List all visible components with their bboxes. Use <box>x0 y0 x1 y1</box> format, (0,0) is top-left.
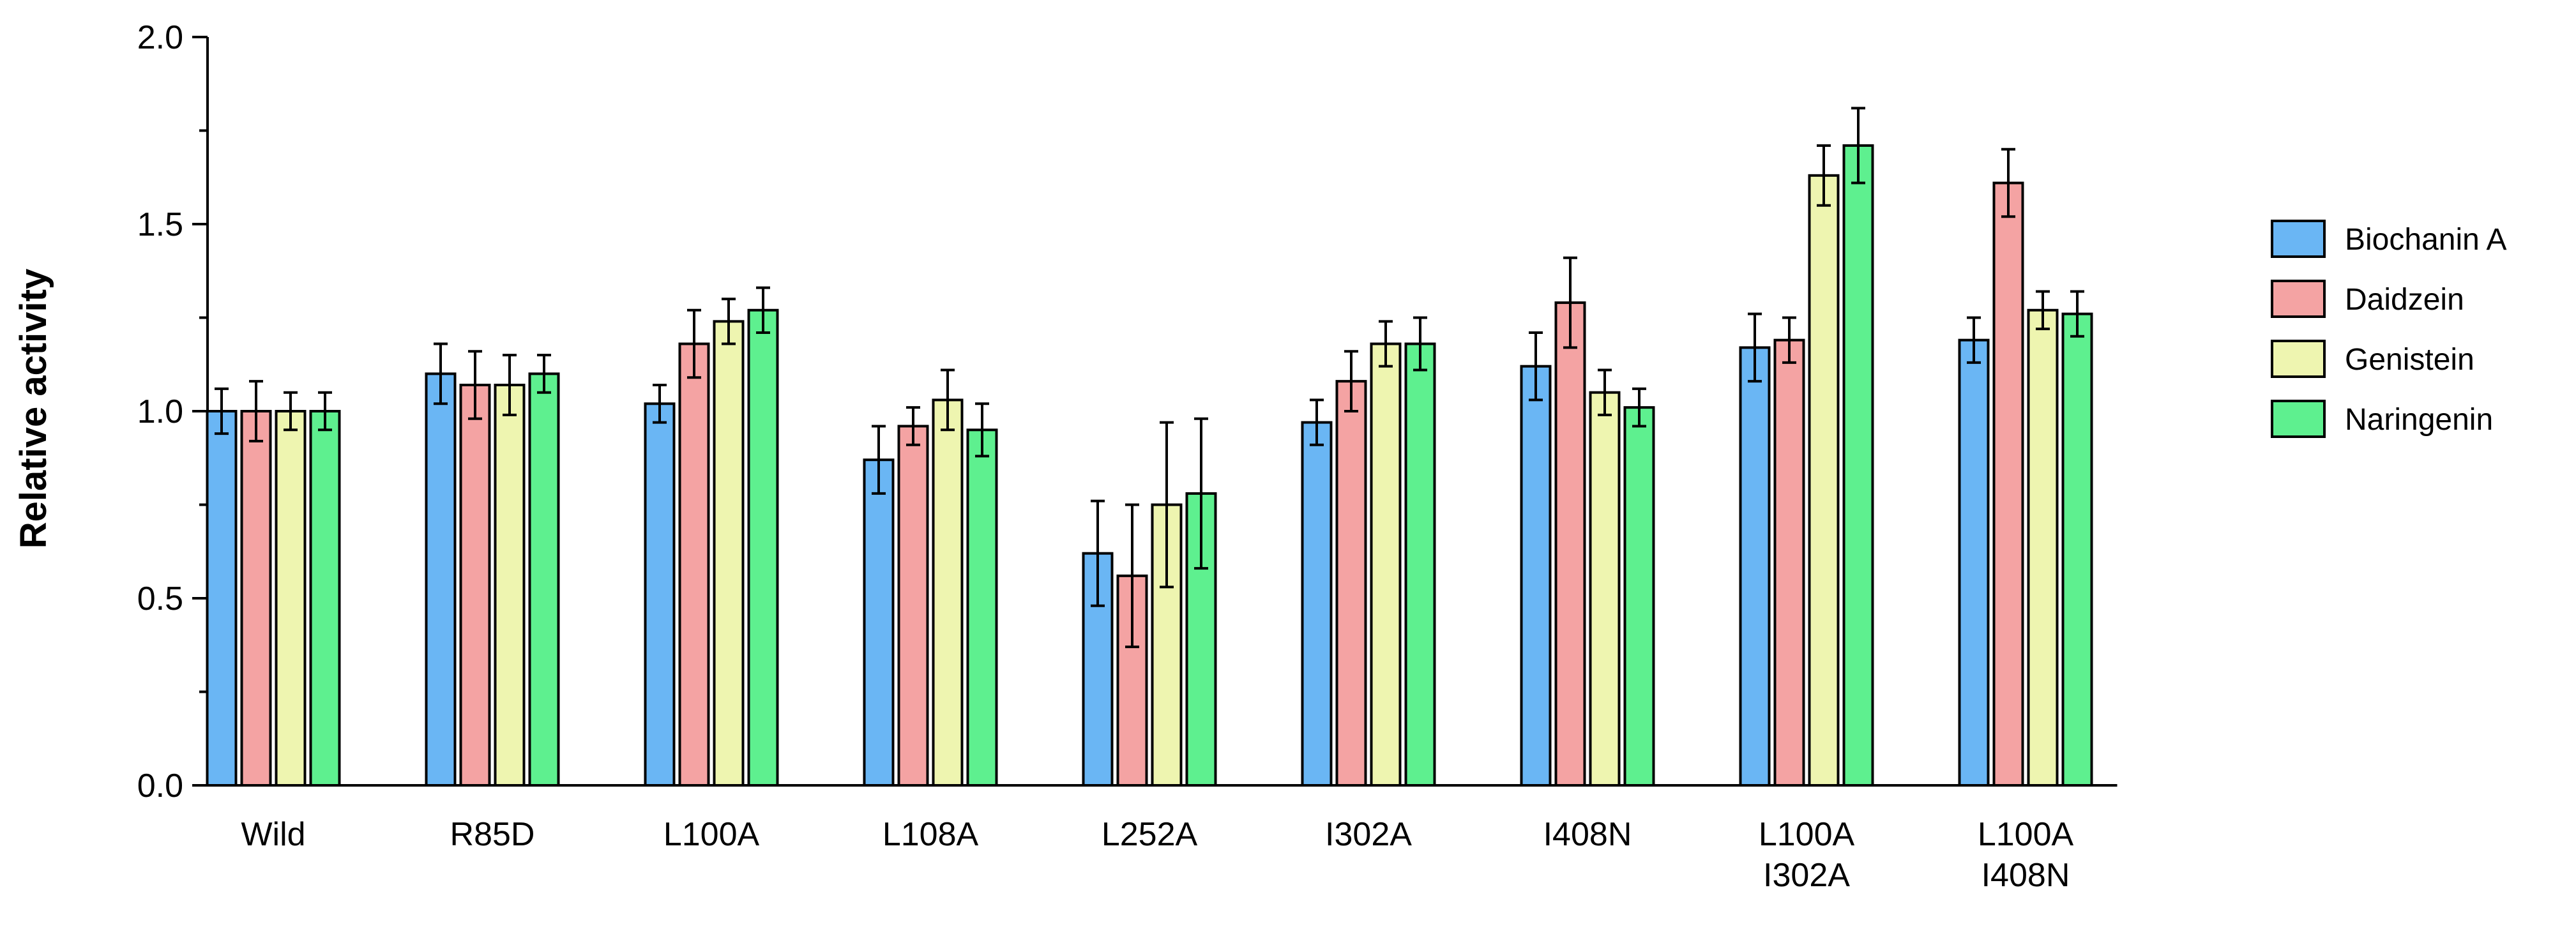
bar-daidzein <box>459 383 491 787</box>
legend-label: Naringenin <box>2345 403 2493 437</box>
bar-biochanin-a <box>1301 421 1333 787</box>
bar-daidzein <box>240 410 272 787</box>
legend-swatch-genistein <box>2271 340 2326 378</box>
x-tick-label: I408N <box>1543 816 1632 853</box>
legend-label: Genistein <box>2345 343 2474 377</box>
bar-naringenin <box>966 428 998 787</box>
x-tick-label: L100A <box>1759 816 1855 853</box>
bar-genistein <box>275 410 307 787</box>
bar-naringenin <box>528 372 560 787</box>
y-tick-label: 0.0 <box>137 767 183 804</box>
bar-genistein <box>494 383 526 787</box>
bar-genistein <box>932 398 964 787</box>
bar-daidzein <box>1554 301 1586 787</box>
bar-daidzein <box>897 425 929 787</box>
x-tick-label: I302A <box>1325 816 1412 853</box>
bar-naringenin <box>1623 406 1655 787</box>
x-tick-label: L100A <box>663 816 760 853</box>
legend-swatch-biochanin-a <box>2271 220 2326 258</box>
bar-naringenin <box>1404 342 1436 787</box>
bar-daidzein <box>678 342 710 787</box>
bar-biochanin-a <box>644 402 676 787</box>
bar-genistein <box>1589 391 1621 787</box>
y-tick-label: 1.0 <box>137 393 183 430</box>
x-tick-label: R85D <box>450 816 535 853</box>
x-tick-label: L100A <box>1978 816 2074 853</box>
bar-genistein <box>2027 308 2059 787</box>
legend-label: Biochanin A <box>2345 223 2507 257</box>
bar-naringenin <box>2061 312 2093 787</box>
x-tick-label: L252A <box>1102 816 1198 853</box>
bar-biochanin-a <box>1739 346 1771 787</box>
legend: Biochanin A Daidzein Genistein Naringenin <box>2271 220 2507 438</box>
bar-daidzein <box>1773 338 1805 787</box>
bar-naringenin <box>1842 144 1874 787</box>
bar-genistein <box>1808 174 1840 787</box>
x-tick-label: I408N <box>1981 857 2070 894</box>
bar-genistein <box>713 320 745 787</box>
bar-biochanin-a <box>863 458 895 787</box>
bar-daidzein <box>1992 181 2024 787</box>
x-tick-label: I302A <box>1763 857 1850 894</box>
legend-swatch-daidzein <box>2271 280 2326 318</box>
y-tick-label: 0.5 <box>137 580 183 617</box>
legend-swatch-naringenin <box>2271 400 2326 438</box>
bar-biochanin-a <box>1958 338 1990 787</box>
y-tick-label: 2.0 <box>137 19 183 56</box>
bar-genistein <box>1370 342 1402 787</box>
bar-biochanin-a <box>1520 365 1552 787</box>
legend-label: Daidzein <box>2345 283 2464 317</box>
x-tick-label: L108A <box>883 816 979 853</box>
bar-biochanin-a <box>425 372 457 787</box>
bar-naringenin <box>309 410 341 787</box>
bar-daidzein <box>1335 380 1367 787</box>
y-axis-title: Relative activity <box>13 269 54 548</box>
y-tick-label: 1.5 <box>137 206 183 243</box>
bar-naringenin <box>747 308 779 787</box>
plot-area: 0.0 0.5 1.0 1.5 2.0 Wild R85D L100A L108A L252A I3… <box>137 19 2118 894</box>
bar-biochanin-a <box>206 410 238 787</box>
x-tick-label: Wild <box>241 816 305 853</box>
